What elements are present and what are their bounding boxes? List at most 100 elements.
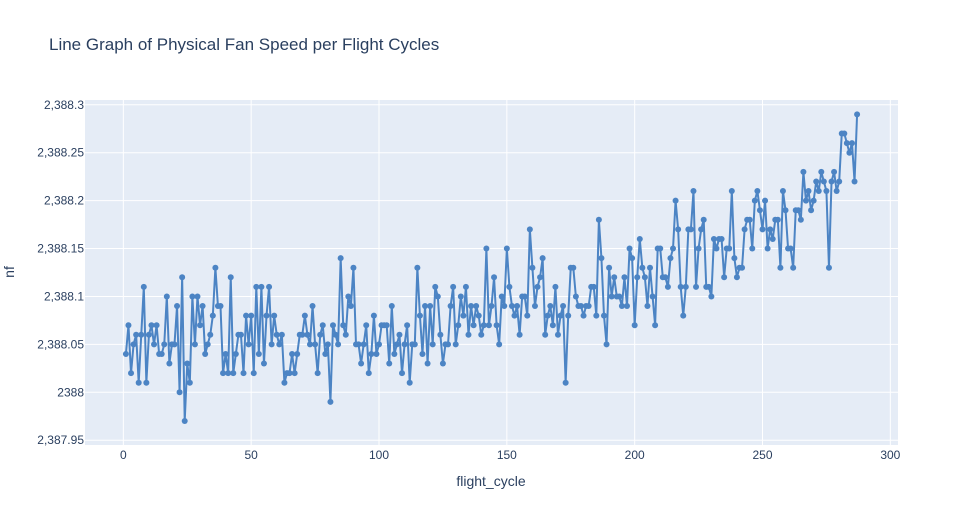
data-point bbox=[797, 216, 804, 223]
data-point bbox=[148, 322, 155, 329]
data-point bbox=[276, 341, 283, 348]
data-point bbox=[345, 293, 352, 300]
data-point bbox=[728, 188, 735, 195]
data-point bbox=[721, 274, 728, 281]
data-point bbox=[618, 303, 625, 310]
data-point bbox=[432, 283, 439, 290]
data-point bbox=[626, 245, 633, 252]
data-point bbox=[790, 264, 797, 271]
data-point bbox=[580, 312, 587, 319]
data-point bbox=[314, 370, 321, 377]
x-tick-label: 0 bbox=[120, 448, 127, 462]
data-point bbox=[286, 370, 293, 377]
data-point bbox=[833, 188, 840, 195]
data-point bbox=[166, 360, 173, 367]
data-point bbox=[521, 293, 528, 300]
data-point bbox=[600, 312, 607, 319]
data-point bbox=[585, 303, 592, 310]
data-point bbox=[317, 331, 324, 338]
data-point bbox=[572, 293, 579, 300]
data-point bbox=[468, 303, 475, 310]
data-point bbox=[422, 303, 429, 310]
data-point bbox=[138, 331, 145, 338]
data-point bbox=[511, 312, 518, 319]
data-point bbox=[498, 293, 505, 300]
data-point bbox=[429, 341, 436, 348]
data-point bbox=[848, 140, 855, 147]
data-point bbox=[805, 188, 812, 195]
data-point bbox=[695, 245, 702, 252]
data-point bbox=[677, 283, 684, 290]
data-point bbox=[212, 264, 219, 271]
data-point bbox=[611, 274, 618, 281]
data-point bbox=[818, 168, 825, 175]
data-point bbox=[404, 322, 411, 329]
data-point bbox=[434, 293, 441, 300]
y-tick-label: 2,387.95 bbox=[37, 433, 84, 447]
data-point bbox=[358, 360, 365, 367]
data-point bbox=[675, 226, 682, 233]
data-point bbox=[278, 331, 285, 338]
data-point bbox=[680, 312, 687, 319]
data-point bbox=[631, 322, 638, 329]
data-point bbox=[705, 283, 712, 290]
data-point bbox=[802, 197, 809, 204]
data-point bbox=[652, 322, 659, 329]
data-point bbox=[189, 293, 196, 300]
data-point bbox=[143, 379, 150, 386]
data-point bbox=[245, 341, 252, 348]
data-point bbox=[549, 322, 556, 329]
data-point bbox=[718, 235, 725, 242]
data-point bbox=[273, 331, 280, 338]
data-point bbox=[608, 293, 615, 300]
data-point bbox=[496, 341, 503, 348]
data-point bbox=[649, 293, 656, 300]
y-tick-label: 2388 bbox=[57, 385, 84, 399]
data-point bbox=[493, 322, 500, 329]
data-point bbox=[289, 350, 296, 357]
data-point bbox=[243, 312, 250, 319]
data-point bbox=[301, 312, 308, 319]
data-point bbox=[662, 274, 669, 281]
data-point bbox=[473, 303, 480, 310]
data-point bbox=[220, 370, 227, 377]
data-point bbox=[667, 255, 674, 262]
data-point bbox=[531, 303, 538, 310]
data-point bbox=[424, 360, 431, 367]
data-point bbox=[557, 312, 564, 319]
y-tick-label: 2,388.05 bbox=[37, 337, 84, 351]
data-point bbox=[340, 322, 347, 329]
data-point bbox=[529, 264, 536, 271]
data-point bbox=[843, 140, 850, 147]
data-point bbox=[506, 283, 513, 290]
data-point bbox=[644, 303, 651, 310]
data-point bbox=[621, 274, 628, 281]
data-point bbox=[762, 197, 769, 204]
data-point bbox=[324, 341, 331, 348]
data-point bbox=[122, 350, 129, 357]
data-point bbox=[163, 293, 170, 300]
x-tick-label: 300 bbox=[880, 448, 900, 462]
data-point bbox=[350, 264, 357, 271]
data-point bbox=[480, 322, 487, 329]
data-point bbox=[337, 255, 344, 262]
data-point bbox=[534, 283, 541, 290]
data-point bbox=[687, 226, 694, 233]
data-point bbox=[746, 216, 753, 223]
y-axis-ticks: 2,387.95 2388 2,388.05 2,388.1 2,388.15 2,388… bbox=[37, 98, 84, 447]
data-point bbox=[700, 216, 707, 223]
data-point bbox=[767, 226, 774, 233]
data-point bbox=[470, 322, 477, 329]
data-point bbox=[360, 341, 367, 348]
data-point bbox=[312, 341, 319, 348]
data-point bbox=[383, 322, 390, 329]
y-tick-label: 2,388.2 bbox=[44, 194, 84, 208]
data-point bbox=[731, 255, 738, 262]
data-point bbox=[437, 331, 444, 338]
y-tick-label: 2,388.3 bbox=[44, 98, 84, 112]
data-point bbox=[854, 111, 861, 118]
data-point bbox=[427, 303, 434, 310]
data-point bbox=[672, 197, 679, 204]
y-axis-title: nf bbox=[1, 266, 17, 278]
data-point bbox=[636, 235, 643, 242]
